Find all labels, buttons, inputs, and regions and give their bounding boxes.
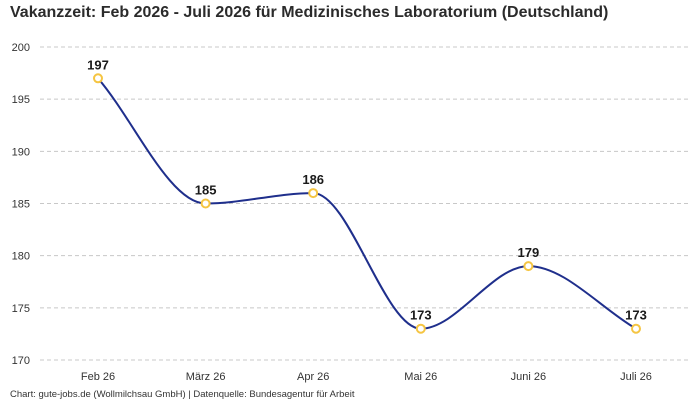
data-point xyxy=(415,323,426,334)
source-note: Chart: gute-jobs.de (Wollmilchsau GmbH) … xyxy=(10,389,355,400)
x-tick-label: Mai 26 xyxy=(404,371,437,383)
data-point xyxy=(93,73,103,84)
data-point xyxy=(523,261,534,272)
y-tick-label: 175 xyxy=(12,303,30,315)
data-markers xyxy=(93,73,641,334)
data-point xyxy=(308,188,319,199)
grid xyxy=(40,46,690,361)
x-tick-label: Juli 26 xyxy=(620,371,652,383)
chart-title: Vakanzzeit: Feb 2026 - Juli 2026 für Med… xyxy=(10,4,608,21)
x-tick-label: Feb 26 xyxy=(81,371,115,383)
x-tick-label: März 26 xyxy=(186,371,226,383)
data-point xyxy=(200,198,211,209)
y-tick-label: 180 xyxy=(12,251,30,263)
series-line xyxy=(97,77,637,330)
y-tick-label: 170 xyxy=(12,355,30,367)
y-tick-label: 190 xyxy=(12,146,30,158)
x-axis-ticks: Feb 26 März 26 Apr 26 Mai 26 Juni 26 Juli 26 xyxy=(81,371,652,383)
data-labels: 197 185 186 173 179 173 xyxy=(87,57,647,322)
data-label: 186 xyxy=(302,172,324,187)
x-tick-label: Apr 26 xyxy=(297,371,329,383)
data-point xyxy=(631,323,641,334)
y-tick-label: 195 xyxy=(12,94,30,106)
y-tick-label: 185 xyxy=(12,199,30,211)
data-label: 179 xyxy=(518,245,540,260)
data-label: 173 xyxy=(410,308,432,323)
x-tick-label: Juni 26 xyxy=(511,371,546,383)
y-axis-ticks: 170 175 180 185 190 195 200 xyxy=(12,42,30,367)
data-label: 185 xyxy=(195,183,217,198)
data-label: 173 xyxy=(625,308,647,323)
y-tick-label: 200 xyxy=(12,42,30,54)
data-label: 197 xyxy=(87,57,109,72)
